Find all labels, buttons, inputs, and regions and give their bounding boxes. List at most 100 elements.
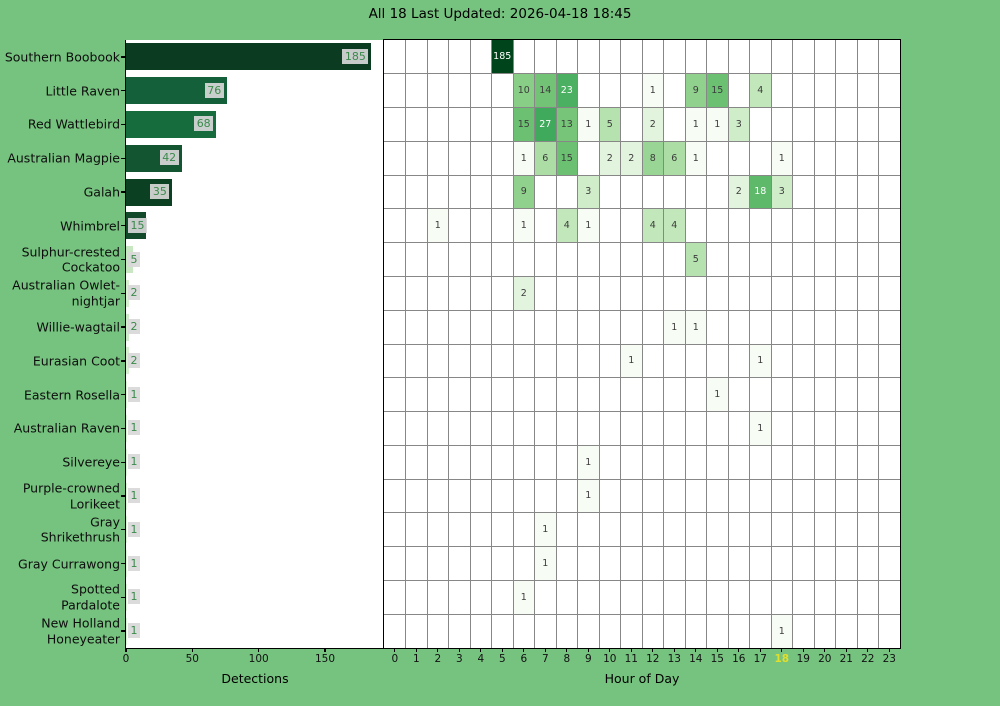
heatmap-cell: 1	[685, 310, 707, 344]
bar-count-label: 76	[204, 82, 224, 98]
heatmap-gridline-horizontal	[384, 140, 900, 142]
heatmap-cell: 1	[706, 377, 728, 412]
y-axis-tick	[121, 225, 126, 227]
heatmap-gridline-horizontal	[384, 512, 900, 514]
heatmap-gridline-horizontal	[384, 411, 900, 413]
species-label-line: Gray Currawong	[18, 555, 120, 571]
hour-tick-label: 22	[861, 653, 875, 665]
hour-axis-tick	[544, 648, 546, 652]
y-axis-tick	[121, 427, 126, 430]
hour-tick-label: 12	[646, 653, 660, 665]
heatmap-cell: 3	[771, 175, 793, 209]
bar-count-label: 2	[128, 285, 140, 301]
y-axis-tick	[121, 157, 126, 159]
heatmap-cell: 13	[556, 107, 578, 142]
heatmap-gridline-horizontal	[384, 377, 900, 379]
heatmap-cell: 18	[749, 175, 771, 209]
heatmap-cell: 2	[513, 276, 535, 311]
species-label: Australian Owlet-nightjar	[0, 278, 120, 309]
heatmap-cell: 2	[599, 141, 621, 176]
x-axis-spine	[125, 648, 384, 650]
detections-bar	[126, 516, 128, 544]
hour-tick-label: 7	[541, 653, 549, 665]
heatmap-cell: 2	[728, 175, 750, 209]
y-axis-tick	[121, 630, 126, 632]
heatmap-cell: 1	[620, 344, 642, 378]
hour-axis-tick	[458, 648, 460, 652]
hour-axis-tick	[759, 648, 761, 652]
species-label-line: Pardalote	[61, 597, 120, 613]
heatmap-cell: 3	[577, 175, 599, 209]
heatmap-cell: 1	[706, 107, 728, 142]
heatmap-cell: 1	[427, 208, 449, 243]
species-label-line: Australian Raven	[13, 420, 120, 436]
species-label-line: Cockatoo	[61, 259, 120, 275]
hour-axis-tick	[609, 648, 611, 652]
y-axis-tick	[121, 326, 126, 328]
species-label-line: Eastern Rosella	[23, 386, 120, 402]
hour-tick-label: 3	[455, 653, 463, 665]
heatmap-cell: 15	[513, 107, 535, 142]
species-label-line: Spotted	[71, 581, 120, 597]
heatmap-cell: 1	[749, 344, 771, 378]
bar-count-label: 1	[128, 420, 140, 436]
hour-tick-label: 2	[434, 653, 442, 665]
heatmap-cell: 4	[556, 208, 578, 243]
hour-axis-tick	[501, 648, 503, 652]
heatmap-cell: 14	[534, 73, 556, 108]
y-axis-tick	[121, 123, 126, 126]
hour-axis-tick	[716, 648, 718, 652]
species-label: Sulphur-crested Cockatoo	[0, 244, 120, 275]
hour-axis-tick	[523, 648, 525, 652]
hour-tick-label: 23	[882, 653, 896, 665]
hour-axis-tick	[781, 648, 783, 652]
y-axis-tick	[121, 596, 126, 599]
y-axis-tick	[121, 258, 126, 261]
species-label: Gray Currawong	[0, 556, 120, 572]
heatmap-gridline-horizontal	[384, 444, 900, 446]
hour-tick-label: 16	[732, 653, 746, 665]
heatmap-cell: 9	[685, 73, 707, 108]
y-axis-tick	[121, 461, 126, 463]
hour-axis-tick	[824, 648, 826, 652]
heatmap-cell: 4	[749, 73, 771, 108]
heatmap-cell: 6	[534, 141, 556, 176]
detections-bar	[126, 550, 128, 578]
heatmap-cell: 1	[577, 445, 599, 480]
hourly-detections-heatmap-area: 185 10 14 23 1 9 15 4 15 27 13 1 5 2 1 1 3 1 6 15 2 2 8 6 1 1 9 3 2 1…	[383, 39, 901, 649]
hour-axis-tick	[437, 648, 439, 652]
species-label: Galah	[0, 184, 120, 200]
species-label: Purple-crowned Lorikeet	[0, 481, 120, 512]
detections-bar	[126, 482, 128, 510]
hour-tick-label: 10	[603, 653, 617, 665]
detections-bar-plot-area	[126, 40, 384, 648]
detections-axis-tick	[125, 648, 127, 652]
bar-count-label: 1	[128, 589, 140, 605]
bar-count-label: 1	[128, 555, 140, 571]
heatmap-cell: 1	[513, 141, 535, 176]
heatmap-cell: 1	[749, 411, 771, 446]
heatmap-cell: 2	[620, 141, 642, 176]
heatmap-gridline-horizontal	[384, 309, 900, 311]
bar-count-label: 2	[128, 352, 140, 368]
heatmap-cell: 185	[491, 40, 513, 74]
hour-tick-label: 0	[391, 653, 399, 665]
hour-axis-tick	[802, 648, 804, 652]
y-axis-tick	[121, 360, 126, 362]
detections-tick-label: 100	[248, 653, 269, 665]
heatmap-cell: 1	[534, 546, 556, 581]
hour-tick-label: 4	[477, 653, 485, 665]
hour-tick-label: 21	[839, 653, 853, 665]
hour-tick-label: 19	[796, 653, 810, 665]
bar-count-label: 1	[128, 488, 140, 503]
species-label-line: New Holland	[41, 615, 120, 631]
species-label: Red Wattlebird	[0, 117, 120, 133]
species-label-line: Honeyeater	[46, 631, 120, 647]
hour-tick-label: 5	[498, 653, 506, 665]
heatmap-cell: 10	[513, 73, 535, 108]
hour-tick-label: 14	[689, 653, 703, 665]
heatmap-cell: 8	[642, 141, 664, 176]
bar-count-label: 5	[128, 251, 140, 267]
species-label-line: Whimbrel	[60, 218, 120, 234]
